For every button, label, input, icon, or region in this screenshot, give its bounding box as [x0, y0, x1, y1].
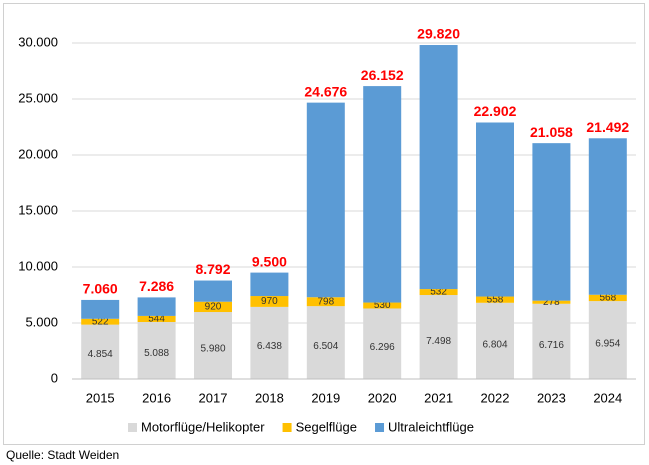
bar-segment	[137, 322, 176, 379]
bar-segment	[476, 296, 514, 303]
data-label: 544	[148, 314, 165, 325]
data-label: 532	[430, 287, 447, 298]
data-label: 278	[543, 297, 560, 308]
total-label: 8.792	[195, 261, 230, 277]
legend-swatch	[128, 423, 137, 432]
bar-segment	[194, 280, 232, 302]
x-tick-label: 2020	[368, 390, 397, 405]
data-label: 558	[487, 294, 504, 305]
y-tick-label: 15.000	[18, 202, 58, 217]
source: Quelle: Stadt Weiden	[6, 448, 119, 462]
data-label: 5.980	[200, 344, 225, 355]
data-label: 5.088	[144, 348, 169, 359]
bar-segment	[476, 122, 514, 297]
legend-swatch	[375, 423, 385, 432]
bar-segment	[588, 301, 627, 379]
x-tick-label: 2024	[593, 390, 622, 405]
bar-segment	[363, 308, 402, 379]
total-label: 7.286	[139, 278, 174, 294]
x-tick-label: 2016	[142, 390, 171, 405]
y-tick-label: 10.000	[18, 258, 58, 273]
data-label: 6.804	[482, 339, 507, 350]
bar-segment	[532, 300, 571, 304]
x-tick-label: 2023	[537, 390, 566, 405]
y-tick-label: 30.000	[18, 34, 58, 49]
data-label: 568	[599, 293, 616, 304]
data-label: 530	[374, 300, 391, 311]
bar-segment	[194, 301, 232, 313]
bar-segment	[306, 102, 345, 298]
x-tick-label: 2021	[424, 390, 453, 405]
bar-segment	[250, 306, 289, 379]
data-label: 6.504	[313, 341, 338, 352]
bar-segment	[137, 315, 176, 323]
x-tick-label: 2015	[86, 390, 115, 405]
data-label: 6.716	[539, 340, 564, 351]
bar-segment	[250, 296, 289, 307]
chart-border	[3, 3, 645, 445]
x-tick-label: 2019	[311, 390, 340, 405]
total-label: 7.060	[83, 281, 118, 297]
bar-segment	[419, 295, 458, 379]
legend-label: Segelflüge	[296, 419, 357, 434]
x-tick-label: 2017	[199, 390, 228, 405]
bar-segment	[532, 303, 571, 379]
total-label: 9.500	[252, 253, 287, 269]
y-tick-label: 0	[51, 370, 58, 385]
data-label: 7.498	[426, 336, 451, 347]
bar-segment	[81, 318, 120, 325]
bar-segment	[588, 294, 627, 302]
bar-segment	[363, 86, 402, 303]
legend-label: Ultraleichtflüge	[388, 419, 474, 434]
data-label: 4.854	[88, 349, 113, 360]
bar-segment	[194, 312, 232, 379]
data-label: 6.954	[595, 339, 620, 350]
total-label: 22.902	[474, 103, 517, 119]
total-label: 21.492	[586, 119, 629, 135]
y-tick-label: 20.000	[18, 146, 58, 161]
x-tick-label: 2022	[481, 390, 510, 405]
bar-segment	[81, 324, 120, 379]
bar-segment	[306, 306, 345, 379]
data-label: 6.438	[257, 341, 282, 352]
data-label: 798	[317, 296, 334, 307]
x-tick-label: 2018	[255, 390, 284, 405]
bar-segment	[419, 289, 458, 296]
bar-segment	[306, 297, 345, 307]
bar-segment	[250, 272, 289, 297]
total-label: 29.820	[417, 26, 460, 42]
bar-segment	[476, 302, 514, 379]
total-label: 24.676	[304, 83, 347, 99]
legend-swatch	[282, 423, 292, 432]
y-tick-label: 25.000	[18, 90, 58, 105]
data-label: 920	[205, 302, 222, 313]
bar-segment	[419, 45, 458, 290]
data-label: 522	[92, 316, 109, 327]
total-label: 21.058	[530, 124, 573, 140]
bar-segment	[81, 299, 120, 319]
legend-label: Motorflüge/Helikopter	[141, 419, 265, 434]
bar-segment	[137, 297, 176, 316]
total-label: 26.152	[361, 67, 404, 83]
data-label: 970	[261, 296, 278, 307]
data-label: 6.296	[370, 342, 395, 353]
bar-segment	[363, 302, 402, 309]
y-tick-label: 5.000	[25, 314, 58, 329]
bar-segment	[532, 143, 571, 301]
bar-segment	[588, 138, 627, 295]
